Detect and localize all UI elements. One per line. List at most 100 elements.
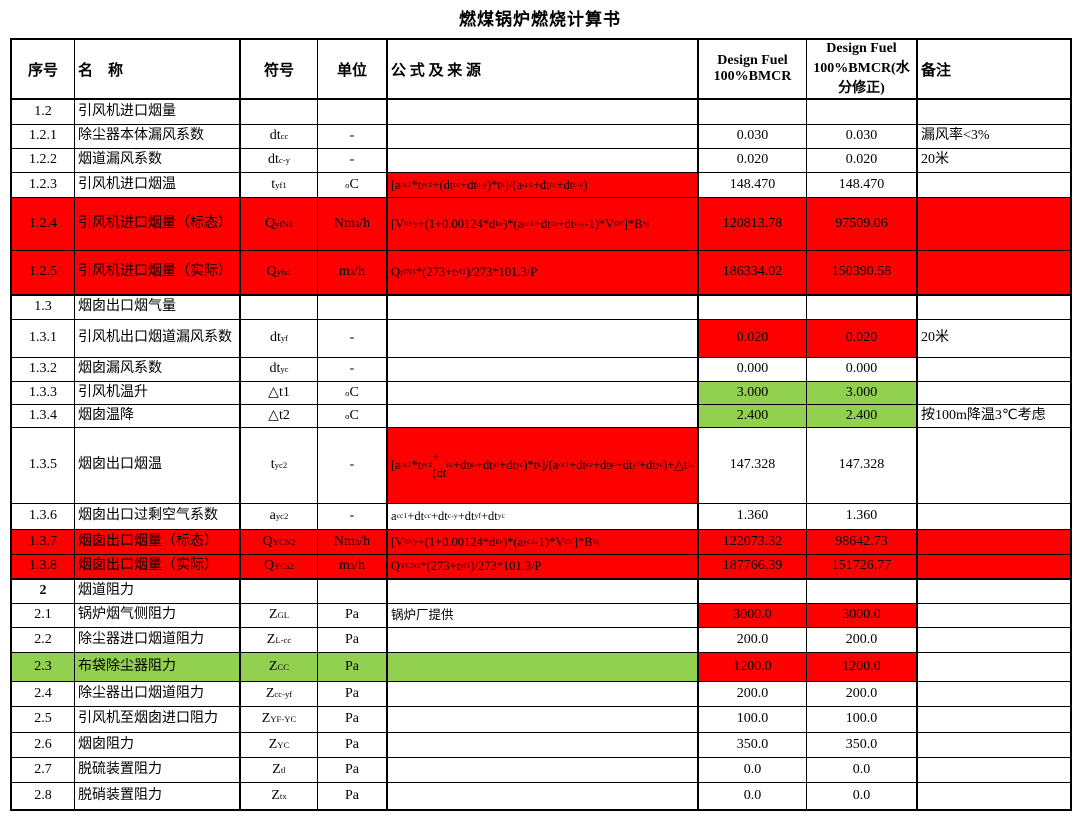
cell-unit: - (317, 356, 388, 382)
cell-v2: 0.0 (806, 756, 918, 783)
cell-symbol: Q YC N 2 (239, 528, 318, 555)
cell-unit: Nm 3/h (317, 528, 388, 555)
calculation-table: 序号 名 称 符号 单位 公 式 及 来 源 Design Fuel 100%B… (10, 38, 1072, 811)
header-seq: 序号 (10, 38, 75, 100)
cell-symbol: Z YC (239, 731, 318, 758)
table-header: 序号 名 称 符号 单位 公 式 及 来 源 Design Fuel 100%B… (10, 38, 1072, 100)
cell-unit: Pa (317, 651, 388, 682)
cell-unit: Pa (317, 705, 388, 733)
cell-formula: [V 0S' y +(1+0.00124*d kv)*(a yc2 -1)*V 0S']*B S… (386, 528, 699, 555)
cell-unit: - (317, 318, 388, 358)
cell-remark (916, 249, 1072, 296)
header-design-fuel-bmcr: Design Fuel 100%BMCR (697, 38, 807, 100)
header-unit: 单位 (317, 38, 388, 100)
cell-id: 1.2.1 (10, 123, 75, 149)
cell-remark (916, 294, 1072, 320)
cell-id: 1.3.5 (10, 426, 75, 504)
cell-id: 2.3 (10, 651, 75, 682)
cell-remark (916, 98, 1072, 125)
cell-name: 引风机进口烟量（标态） (74, 196, 241, 251)
cell-id: 2.2 (10, 626, 75, 653)
cell-name: 布袋除尘器阻力 (74, 651, 241, 682)
cell-remark: 20米 (916, 147, 1072, 173)
cell-name: 引风机温升 (74, 380, 241, 405)
cell-id: 1.2.4 (10, 196, 75, 251)
cell-formula (386, 98, 699, 125)
cell-v1: 148.470 (697, 171, 807, 198)
page-title: 燃煤锅炉燃烧计算书 (459, 10, 621, 29)
cell-v1: 200.0 (697, 626, 807, 653)
table-row: 1.3.2 烟囱漏风系数 dt yc - 0.000 0.000 (10, 356, 1072, 382)
cell-remark (916, 528, 1072, 555)
cell-id: 2.8 (10, 781, 75, 811)
cell-unit: - (317, 426, 388, 504)
cell-remark (916, 380, 1072, 405)
cell-v2: 3000.0 (806, 602, 918, 628)
cell-id: 2.5 (10, 705, 75, 733)
cell-formula (386, 294, 699, 320)
cell-unit: - (317, 123, 388, 149)
cell-formula: [a cc1 *t yc1 +(dt cc +dt c-y)*t k]/(a cc1 +dt cc +d… (386, 171, 699, 198)
table-row: 2.5 引风机至烟囱进口阻力 Z YF-YC Pa 100.0 100.0 (10, 705, 1072, 733)
cell-v1: 0.0 (697, 781, 807, 811)
cell-remark (916, 502, 1072, 530)
cell-formula (386, 578, 699, 604)
cell-remark (916, 602, 1072, 628)
cell-v1: 100.0 (697, 705, 807, 733)
cell-formula: [a cc1 *t yc1 +(dt cc +dt c-y +dt yf +dt yc)*t k]/(a… (386, 426, 699, 504)
cell-name: 引风机出口烟道漏风系数 (74, 318, 241, 358)
cell-name: 引风机进口烟温 (74, 171, 241, 198)
cell-formula (386, 356, 699, 382)
cell-symbol: Z YF-YC (239, 705, 318, 733)
cell-symbol: a yc2 (239, 502, 318, 530)
header-symbol: 符号 (239, 38, 318, 100)
cell-v1: 186334.02 (697, 249, 807, 296)
cell-v2: 200.0 (806, 626, 918, 653)
cell-formula (386, 705, 699, 733)
table-row: 1.2.3 引风机进口烟温 t yf1 o C [a cc1 *t yc1 +(dt cc +dt c-y… (10, 171, 1072, 198)
cell-v1: 3000.0 (697, 602, 807, 628)
table-row: 1.3 烟囱出口烟气量 (10, 294, 1072, 320)
cell-formula (386, 680, 699, 707)
cell-formula (386, 403, 699, 428)
cell-formula: a cc1 +dt cc +dt c-y +dt yf +dt yc (386, 502, 699, 530)
cell-v2: 147.328 (806, 426, 918, 504)
cell-id: 1.3.4 (10, 403, 75, 428)
cell-v1: 1200.0 (697, 651, 807, 682)
cell-v1 (697, 578, 807, 604)
cell-v1: 0.030 (697, 123, 807, 149)
cell-symbol: △t2 (239, 403, 318, 428)
cell-v1: 350.0 (697, 731, 807, 758)
cell-name: 脱硫装置阻力 (74, 756, 241, 783)
cell-name: 脱硝装置阻力 (74, 781, 241, 811)
cell-v1: 0.0 (697, 756, 807, 783)
cell-v2: 151726.77 (806, 553, 918, 580)
cell-v1: 147.328 (697, 426, 807, 504)
header-remark: 备注 (916, 38, 1072, 100)
cell-remark (916, 756, 1072, 783)
cell-remark (916, 578, 1072, 604)
cell-remark (916, 171, 1072, 198)
cell-formula (386, 123, 699, 149)
cell-unit: m 3/h (317, 249, 388, 296)
cell-unit: - (317, 502, 388, 530)
cell-v2 (806, 578, 918, 604)
cell-unit: Pa (317, 781, 388, 811)
cell-unit: Pa (317, 602, 388, 628)
cell-v1: 0.020 (697, 147, 807, 173)
cell-id: 1.3.1 (10, 318, 75, 358)
cell-unit: m 3/h (317, 553, 388, 580)
cell-symbol: dt yf (239, 318, 318, 358)
cell-remark: 按100m降温3℃考虑 (916, 403, 1072, 428)
cell-unit: Pa (317, 626, 388, 653)
cell-remark (916, 705, 1072, 733)
cell-remark (916, 356, 1072, 382)
cell-id: 2.4 (10, 680, 75, 707)
cell-v1: 200.0 (697, 680, 807, 707)
cell-symbol: △t1 (239, 380, 318, 405)
